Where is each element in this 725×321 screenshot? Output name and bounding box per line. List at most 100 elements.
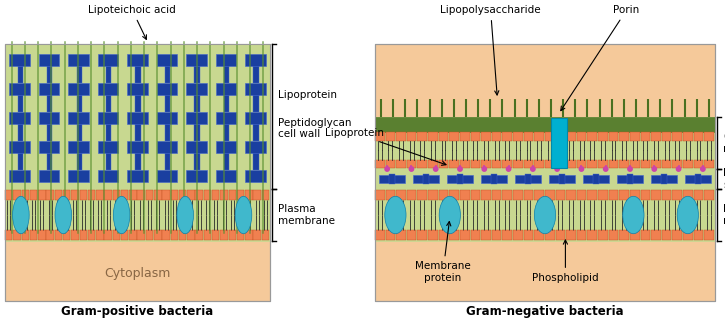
Bar (138, 230, 145, 240)
Bar (13, 190, 21, 200)
Bar (577, 132, 587, 141)
Bar (587, 190, 597, 200)
Bar (598, 230, 608, 240)
Bar (598, 160, 608, 168)
Bar (705, 230, 714, 240)
Bar (77, 66, 82, 82)
Bar (5, 44, 270, 189)
Ellipse shape (677, 196, 698, 234)
Bar (39, 82, 59, 95)
Bar (577, 190, 587, 200)
Bar (651, 160, 660, 168)
Bar (68, 112, 89, 124)
Bar (9, 82, 30, 95)
Bar (694, 132, 703, 141)
Bar (386, 160, 395, 168)
Text: Lipopolysaccharide: Lipopolysaccharide (440, 5, 541, 95)
Bar (619, 160, 629, 168)
Text: Gram-positive bacteria: Gram-positive bacteria (62, 305, 214, 318)
Bar (695, 174, 701, 184)
Bar (129, 230, 137, 240)
Bar (162, 230, 170, 240)
Bar (194, 66, 199, 82)
Bar (262, 230, 269, 240)
Bar (228, 230, 236, 240)
Bar (136, 95, 141, 112)
Bar (253, 124, 259, 141)
Bar (98, 141, 118, 153)
Bar (673, 132, 682, 141)
Bar (375, 117, 715, 169)
Bar (627, 174, 633, 184)
Bar (481, 175, 507, 183)
Bar (77, 124, 82, 141)
Bar (523, 160, 534, 168)
Bar (641, 160, 650, 168)
Bar (685, 175, 711, 183)
Bar (492, 230, 502, 240)
Circle shape (385, 167, 389, 171)
Text: Lipoprotein: Lipoprotein (278, 90, 337, 100)
Bar (428, 160, 438, 168)
Circle shape (482, 167, 486, 171)
Bar (46, 190, 54, 200)
Bar (204, 190, 211, 200)
Bar (460, 160, 470, 168)
Bar (379, 175, 405, 183)
Bar (106, 153, 112, 169)
Bar (545, 230, 555, 240)
Bar (471, 230, 480, 240)
Bar (121, 190, 128, 200)
Bar (534, 190, 544, 200)
Bar (245, 54, 265, 66)
Bar (577, 230, 587, 240)
Bar (418, 132, 427, 141)
Bar (502, 230, 512, 240)
Bar (481, 190, 491, 200)
Ellipse shape (534, 196, 555, 234)
Bar (407, 230, 416, 240)
Bar (5, 44, 270, 301)
Bar (447, 175, 473, 183)
Bar (534, 160, 544, 168)
Bar (71, 190, 79, 200)
Bar (186, 54, 207, 66)
Ellipse shape (55, 196, 72, 234)
Bar (397, 160, 406, 168)
Bar (54, 190, 62, 200)
Bar (683, 190, 692, 200)
Text: Plasma
membrane: Plasma membrane (278, 204, 335, 226)
Bar (630, 190, 639, 200)
Bar (5, 44, 270, 301)
Bar (705, 132, 714, 141)
Bar (513, 230, 523, 240)
Circle shape (700, 167, 705, 171)
Bar (68, 54, 89, 66)
Bar (47, 66, 52, 82)
Bar (228, 190, 236, 200)
Bar (17, 153, 23, 169)
Text: Peptidoglycan
cell wall: Peptidoglycan cell wall (278, 118, 352, 139)
Bar (253, 153, 259, 169)
Bar (662, 160, 671, 168)
Bar (397, 132, 406, 141)
Bar (157, 82, 177, 95)
Bar (17, 95, 23, 112)
Bar (534, 230, 544, 240)
Bar (98, 82, 118, 95)
Bar (186, 112, 207, 124)
Bar (54, 230, 62, 240)
Bar (47, 124, 52, 141)
Bar (224, 153, 229, 169)
Bar (587, 160, 597, 168)
Bar (413, 175, 439, 183)
Bar (630, 160, 639, 168)
Bar (418, 160, 427, 168)
Text: Lipoprotein: Lipoprotein (325, 128, 446, 165)
Circle shape (555, 167, 560, 171)
Bar (375, 44, 715, 301)
Bar (9, 112, 30, 124)
Bar (215, 82, 236, 95)
Circle shape (628, 167, 632, 171)
Bar (245, 169, 265, 182)
